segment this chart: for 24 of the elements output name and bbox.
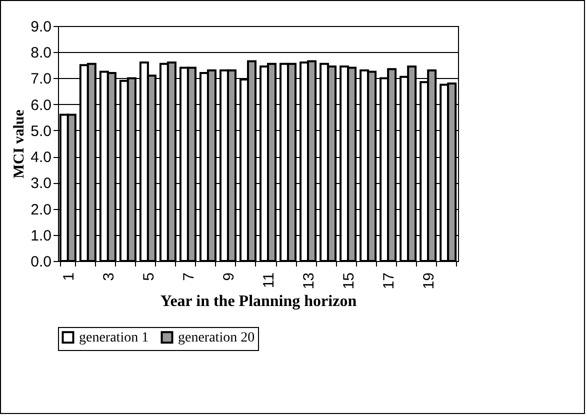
y-tick-label: 3.0 <box>30 175 52 192</box>
x-tick-label: 1 <box>60 272 78 281</box>
y-axis-title: MCI value <box>12 109 28 178</box>
y-tick-label: 4.0 <box>30 149 52 166</box>
x-tick-label: 3 <box>100 272 118 281</box>
y-tick-label: 9.0 <box>30 18 52 36</box>
x-tick-label: 7 <box>180 272 198 281</box>
x-tick-label: 9 <box>220 272 238 281</box>
y-tick-label: 2.0 <box>30 201 52 218</box>
y-tick-label: 5.0 <box>30 122 52 140</box>
x-tick-label: 13 <box>300 272 318 290</box>
y-tick-label: 6.0 <box>30 96 52 114</box>
legend-label: generation 1 <box>79 330 149 346</box>
x-tick-label: 15 <box>340 272 358 290</box>
y-tick-label: 8.0 <box>30 44 52 62</box>
x-tick-label: 11 <box>260 272 278 288</box>
x-tick-label: 19 <box>420 272 438 290</box>
x-tick-label: 5 <box>140 272 158 281</box>
y-tick-label: 7.0 <box>30 70 52 88</box>
y-tick-label: 0.0 <box>30 254 52 270</box>
y-tick-label: 1.0 <box>30 227 52 244</box>
legend-label: generation 20 <box>178 330 255 346</box>
x-axis-title: Year in the Planning horizon <box>160 293 357 310</box>
x-tick-label: 17 <box>380 272 398 290</box>
